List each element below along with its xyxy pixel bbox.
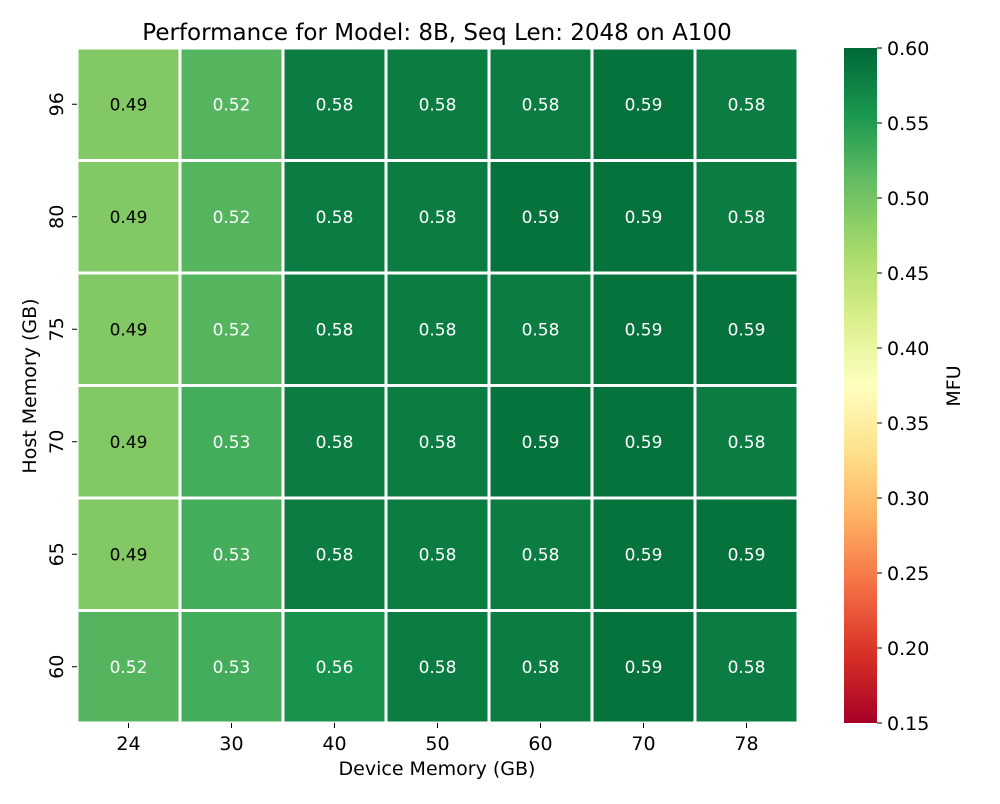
cell-value-label: 0.58 <box>419 433 457 453</box>
cell-value-label: 0.49 <box>110 433 148 453</box>
colorbar-tick-label: 0.30 <box>887 488 929 510</box>
heatmap-cell-65-40 <box>281 496 388 612</box>
chart-title: Performance for Model: 8B, Seq Len: 2048… <box>142 20 731 46</box>
colorbar-tick-label: 0.15 <box>887 713 929 735</box>
y-axis-label: Host Memory (GB) <box>19 298 41 473</box>
heatmap-cell-75-40 <box>281 271 388 387</box>
cell-value-label: 0.58 <box>316 208 354 228</box>
cell-value-label: 0.58 <box>316 433 354 453</box>
cell-value-label: 0.53 <box>213 433 251 453</box>
cell-value-label: 0.59 <box>625 433 663 453</box>
colorbar-tick-label: 0.40 <box>887 338 929 360</box>
heatmap-cell-70-24 <box>75 384 182 500</box>
cell-value-label: 0.59 <box>625 320 663 340</box>
cell-value-label: 0.58 <box>316 545 354 565</box>
cell-value-label: 0.52 <box>110 658 148 678</box>
y-axis-ticks: 96 80 75 70 65 60 <box>46 92 77 679</box>
cell-value-label: 0.58 <box>728 658 766 678</box>
heatmap-cell-60-78 <box>693 609 800 725</box>
colorbar-tick-label: 0.45 <box>887 263 929 285</box>
x-tick-label: 30 <box>219 733 243 755</box>
heatmap-cell-75-78 <box>693 271 800 387</box>
colorbar <box>844 48 877 723</box>
x-tick-label: 24 <box>116 733 140 755</box>
x-tick-label: 60 <box>528 733 552 755</box>
heatmap-cell-60-30 <box>178 609 285 725</box>
heatmap-cell-65-24 <box>75 496 182 612</box>
heatmap-cell-80-78 <box>693 159 800 275</box>
heatmap-cell-75-70 <box>590 271 697 387</box>
y-tick-label: 80 <box>46 205 68 229</box>
heatmap-cell-75-30 <box>178 271 285 387</box>
cell-value-label: 0.59 <box>522 433 560 453</box>
colorbar-label: MFU <box>943 365 965 406</box>
cell-value-label: 0.59 <box>522 208 560 228</box>
cell-value-label: 0.58 <box>728 208 766 228</box>
cell-value-label: 0.49 <box>110 320 148 340</box>
heatmap-cell-60-24 <box>75 609 182 725</box>
colorbar-tick-label: 0.55 <box>887 113 929 135</box>
cell-value-label: 0.58 <box>522 95 560 115</box>
cell-value-label: 0.58 <box>419 658 457 678</box>
heatmap-cell-75-50 <box>384 271 491 387</box>
cell-value-label: 0.58 <box>728 433 766 453</box>
cell-value-label: 0.58 <box>316 320 354 340</box>
x-tick-label: 78 <box>734 733 758 755</box>
cell-value-label: 0.59 <box>625 208 663 228</box>
cell-value-label: 0.52 <box>213 208 251 228</box>
heatmap-cells <box>75 46 800 725</box>
cell-value-label: 0.58 <box>419 545 457 565</box>
colorbar-ticks: 0.15 0.20 0.25 0.30 0.35 0.40 0.45 0.50 0.55 0.60 <box>877 38 929 735</box>
x-tick-label: 50 <box>425 733 449 755</box>
x-tick-label: 40 <box>322 733 346 755</box>
cell-value-label: 0.52 <box>213 95 251 115</box>
heatmap-cell-80-60 <box>487 159 594 275</box>
cell-value-label: 0.59 <box>728 320 766 340</box>
y-tick-label: 70 <box>46 430 68 454</box>
cell-value-label: 0.58 <box>419 320 457 340</box>
heatmap-cell-70-30 <box>178 384 285 500</box>
cell-value-label: 0.52 <box>213 320 251 340</box>
colorbar-tick-label: 0.20 <box>887 638 929 660</box>
cell-value-label: 0.58 <box>522 320 560 340</box>
colorbar-tick-label: 0.25 <box>887 563 929 585</box>
cell-value-label: 0.58 <box>522 658 560 678</box>
cell-value-label: 0.53 <box>213 545 251 565</box>
cell-value-label: 0.59 <box>625 545 663 565</box>
x-tick-label: 70 <box>631 733 655 755</box>
colorbar-tick-label: 0.35 <box>887 413 929 435</box>
cell-value-label: 0.59 <box>625 95 663 115</box>
colorbar-tick-label: 0.50 <box>887 188 929 210</box>
cell-value-label: 0.53 <box>213 658 251 678</box>
heatmap-cell-75-60 <box>487 271 594 387</box>
heatmap-cell-96-70 <box>590 46 697 162</box>
heatmap-cell-96-30 <box>178 46 285 162</box>
cell-value-label: 0.58 <box>522 545 560 565</box>
heatmap-cell-80-40 <box>281 159 388 275</box>
colorbar-tick-label: 0.60 <box>887 38 929 60</box>
cell-value-label: 0.56 <box>316 658 354 678</box>
cell-value-label: 0.58 <box>728 95 766 115</box>
cell-value-label: 0.58 <box>419 208 457 228</box>
y-tick-label: 96 <box>46 92 68 116</box>
cell-value-label: 0.49 <box>110 545 148 565</box>
x-axis-label: Device Memory (GB) <box>339 758 536 780</box>
cell-value-label: 0.59 <box>728 545 766 565</box>
cell-value-label: 0.58 <box>419 95 457 115</box>
cell-value-label: 0.58 <box>316 95 354 115</box>
y-tick-label: 65 <box>46 542 68 566</box>
heatmap-annotations: 0.49 0.52 0.58 0.58 0.58 0.59 0.58 0.49 0.52 0.58… <box>110 95 766 678</box>
cell-value-label: 0.49 <box>110 95 148 115</box>
y-tick-label: 75 <box>46 317 68 341</box>
cell-value-label: 0.49 <box>110 208 148 228</box>
y-tick-label: 60 <box>46 655 68 679</box>
cell-value-label: 0.59 <box>625 658 663 678</box>
heatmap-cell-70-78 <box>693 384 800 500</box>
x-axis-ticks: 24 30 40 50 60 70 78 <box>116 723 759 755</box>
heatmap-cell-70-70 <box>590 384 697 500</box>
